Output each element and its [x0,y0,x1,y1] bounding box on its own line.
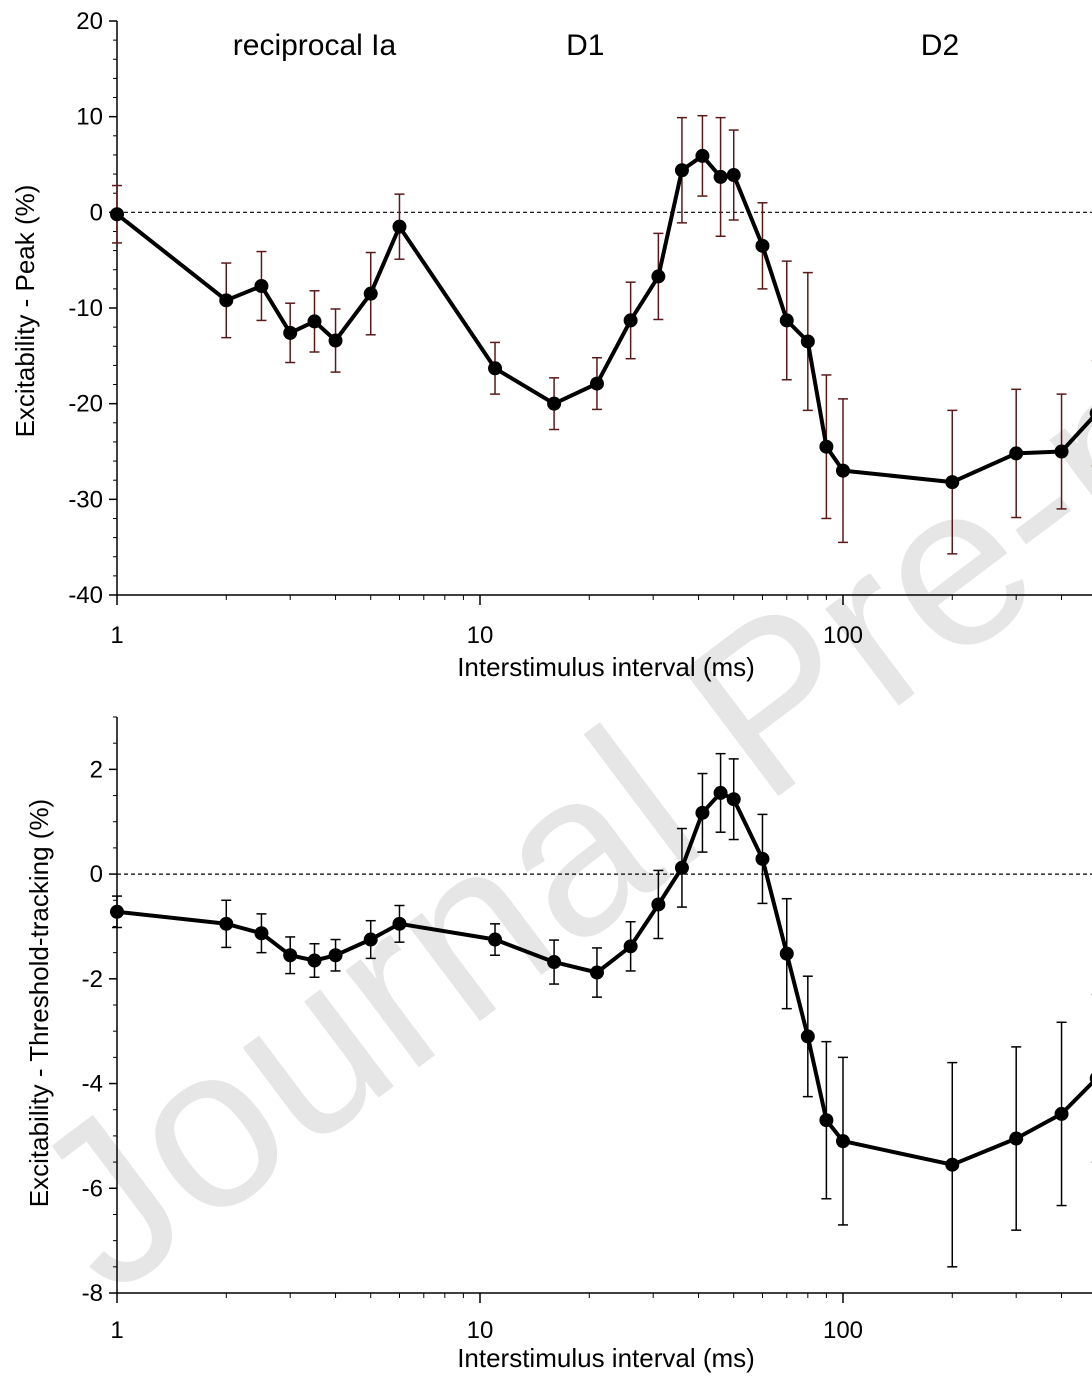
y-tick-label: -30 [68,486,103,513]
data-point [110,904,124,919]
data-point [307,314,322,329]
data-point [328,333,343,348]
data-point [779,313,794,328]
data-point [726,168,741,183]
region-label: D1 [566,29,604,62]
chart-panel-threshold-tracking: -8 -6 -4 -2 0 2 1 10 100 Interstimulus interval (… [24,716,1092,1373]
y-tick-label: 10 [76,104,103,131]
data-point [283,948,298,963]
data-point [836,1134,850,1149]
data-point [651,269,666,284]
data-point [945,475,960,490]
y-tick-label: 2 [90,756,103,783]
x-axis-title: Interstimulus interval (ms) [457,652,755,682]
data-point [219,916,234,931]
data-point [836,463,850,478]
data-point [819,439,834,454]
data-point [713,169,728,184]
data-point [674,860,689,875]
data-point [779,946,794,961]
region-label: D2 [921,29,959,62]
y-tick-label: -6 [82,1175,103,1202]
chart-panel-peak: -40 -30 -20 -10 0 10 20 1 10 100 Interstimulus int… [10,8,1092,682]
data-point [726,792,741,807]
x-tick-label: 1 [110,1317,123,1344]
data-point [1089,1073,1092,1084]
data-point [307,953,322,968]
y-tick-label: 0 [90,199,103,226]
y-axis-title: Excitability - Peak (%) [10,185,40,438]
y-tick-label: -40 [68,582,103,609]
data-point [488,932,503,947]
x-tick-label: 100 [823,622,863,649]
data-point [219,293,234,308]
y-tick-label: -10 [68,295,103,322]
y-tick-label: 0 [90,861,103,888]
data-point [1009,446,1024,461]
y-axis-title: Excitability - Threshold-tracking (%) [24,799,54,1207]
data-point [283,325,298,340]
data-point [623,939,638,954]
data-point [623,313,638,328]
data-point [547,396,562,411]
data-point [1054,1106,1069,1121]
data-point [589,376,604,391]
data-point [1009,1131,1024,1146]
y-tick-label: -4 [82,1071,103,1098]
data-point [363,932,378,947]
region-label: reciprocal Ia [233,29,397,62]
data-point [755,851,770,866]
data-point [755,238,770,253]
data-point [800,1029,815,1044]
data-point [945,1157,960,1172]
data-point [695,148,710,163]
x-axis-title: Interstimulus interval (ms) [457,1343,755,1373]
data-point [1054,444,1069,459]
y-tick-label: -2 [82,966,103,993]
y-tick-label: -8 [82,1280,103,1307]
data-point [674,163,689,178]
data-point [110,207,124,222]
data-point [547,955,562,970]
x-tick-label: 10 [467,622,494,649]
data-point [392,916,407,931]
x-tick-label: 100 [823,1317,863,1344]
data-point [819,1113,834,1128]
data-point [695,805,710,820]
data-point [392,219,407,234]
data-point [651,897,666,912]
y-tick-label: 20 [76,8,103,35]
data-point [254,926,269,941]
x-tick-label: 10 [467,1317,494,1344]
data-point [328,948,343,963]
data-point [363,286,378,301]
y-tick-label: -20 [68,391,103,418]
data-point [713,785,728,800]
data-point [254,278,269,293]
x-tick-label: 1 [110,622,123,649]
data-point [589,965,604,980]
data-point [1089,408,1092,419]
data-point [800,334,815,349]
data-point [488,361,503,376]
